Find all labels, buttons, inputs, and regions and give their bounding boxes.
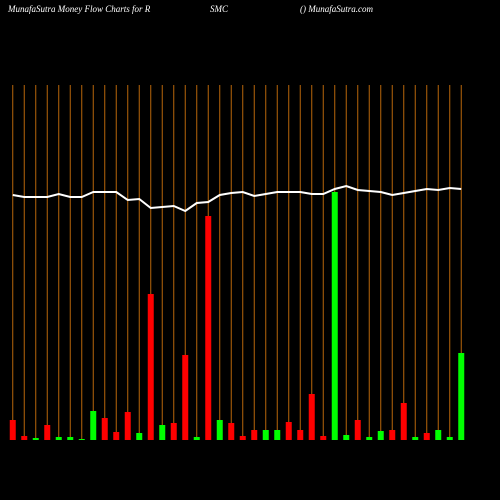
bar (32, 438, 39, 440)
bar (366, 437, 373, 440)
bar (354, 420, 361, 440)
line (12, 184, 462, 213)
bar (320, 436, 327, 440)
bar (262, 430, 269, 440)
bar (446, 437, 453, 440)
bar (55, 437, 62, 440)
bar (78, 439, 85, 440)
bar (193, 437, 200, 440)
bar (423, 433, 430, 440)
bar (9, 420, 16, 440)
bar (285, 422, 292, 440)
chart-title: MunafaSutra Money Flow Charts for R (7, 4, 151, 14)
bar (389, 430, 396, 440)
bar (412, 437, 419, 440)
bar (239, 436, 246, 440)
bar (44, 425, 51, 440)
bar (101, 418, 108, 440)
bar (228, 423, 235, 440)
bar (331, 192, 338, 440)
bar (377, 431, 384, 440)
chart-title-right: () MunafaSutra.com (300, 4, 373, 14)
bar (159, 425, 166, 440)
bar (297, 430, 304, 440)
bar (251, 430, 258, 440)
bar (182, 355, 189, 440)
bar (124, 412, 131, 440)
bar (136, 433, 143, 440)
bar (343, 435, 350, 440)
bar (21, 436, 28, 440)
bar (216, 420, 223, 440)
chart-title-middle: SMC (210, 4, 229, 14)
bar (308, 394, 315, 440)
bar (400, 403, 407, 440)
bar (458, 353, 465, 440)
bar (205, 216, 212, 440)
bar (170, 423, 177, 440)
bar (67, 437, 74, 440)
bar (147, 294, 154, 440)
bar (90, 411, 97, 440)
bar (113, 432, 120, 440)
bar (435, 430, 442, 440)
bar (274, 430, 281, 440)
